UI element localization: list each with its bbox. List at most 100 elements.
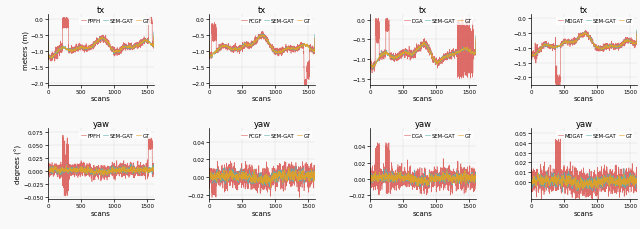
Legend: MDGAT, SEM-GAT, GT: MDGAT, SEM-GAT, GT — [556, 17, 634, 26]
Line: GT: GT — [531, 173, 637, 190]
SEM-GAT — [311, 34, 319, 36]
Line: GT: GT — [48, 166, 154, 176]
SEM-GAT — [63, 169, 71, 172]
MDGAT — [600, 173, 608, 176]
DGA — [414, 50, 422, 52]
Line: GT: GT — [370, 40, 476, 68]
SEM-GAT — [465, 178, 473, 181]
GT — [285, 167, 292, 169]
DGA — [420, 44, 428, 47]
Line: DGA: DGA — [370, 19, 476, 79]
SEM-GAT — [278, 177, 286, 180]
GT — [224, 173, 232, 176]
MDGAT — [527, 180, 535, 183]
FCGF — [253, 43, 260, 45]
GT — [207, 177, 215, 180]
SEM-GAT — [208, 57, 216, 60]
SEM-GAT — [304, 46, 312, 49]
SEM-GAT — [420, 177, 428, 180]
SEM-GAT — [117, 48, 125, 51]
FPFH — [63, 164, 71, 166]
GT — [600, 181, 608, 184]
SEM-GAT — [385, 54, 393, 57]
MDGAT — [546, 189, 554, 191]
GT — [99, 37, 106, 40]
DGA — [368, 175, 376, 177]
Line: SEM-GAT: SEM-GAT — [531, 169, 637, 192]
FPFH — [63, 18, 71, 21]
GT — [633, 177, 640, 180]
GT — [208, 56, 216, 59]
SEM-GAT — [472, 35, 479, 38]
SEM-GAT — [465, 49, 473, 52]
FPFH — [63, 17, 70, 19]
FCGF — [311, 37, 319, 40]
GT — [97, 174, 105, 177]
SEM-GAT — [366, 177, 374, 179]
Title: tx: tx — [580, 6, 588, 15]
Line: DGA: DGA — [370, 143, 476, 195]
GT — [311, 175, 319, 178]
FCGF — [278, 181, 286, 183]
SEM-GAT — [382, 168, 390, 170]
SEM-GAT — [600, 177, 608, 180]
MDGAT — [529, 178, 537, 181]
SEM-GAT — [626, 41, 634, 44]
SEM-GAT — [207, 175, 215, 178]
Legend: FCGF, SEM-GAT, GT: FCGF, SEM-GAT, GT — [240, 17, 312, 26]
DGA — [472, 184, 479, 187]
GT — [420, 180, 428, 183]
DGA — [456, 78, 463, 81]
GT — [150, 171, 157, 173]
Line: SEM-GAT: SEM-GAT — [209, 35, 315, 58]
SEM-GAT — [529, 55, 537, 57]
GT — [207, 56, 215, 58]
GT — [581, 34, 589, 37]
GT — [258, 34, 266, 37]
MDGAT — [575, 192, 582, 195]
SEM-GAT — [559, 191, 566, 194]
GT — [205, 174, 213, 177]
GT — [304, 177, 312, 179]
MDGAT — [633, 177, 640, 180]
MDGAT — [581, 190, 589, 192]
DGA — [385, 19, 393, 22]
GT — [224, 46, 232, 49]
GT — [414, 48, 422, 51]
FCGF — [311, 174, 319, 177]
X-axis label: scans: scans — [574, 96, 594, 102]
GT — [575, 36, 582, 39]
SEM-GAT — [63, 48, 71, 51]
GT — [368, 65, 376, 68]
GT — [527, 41, 535, 43]
FPFH — [117, 49, 125, 52]
GT — [46, 57, 54, 60]
GT — [546, 45, 554, 48]
GT — [385, 55, 393, 58]
FPFH — [99, 38, 106, 41]
GT — [92, 42, 100, 44]
GT — [44, 41, 52, 43]
GT — [92, 171, 100, 174]
SEM-GAT — [620, 168, 628, 170]
Title: tx: tx — [258, 6, 266, 15]
SEM-GAT — [267, 186, 275, 189]
DGA — [414, 174, 422, 176]
DGA — [368, 66, 376, 69]
SEM-GAT — [117, 167, 125, 170]
Line: SEM-GAT: SEM-GAT — [209, 167, 315, 188]
FPFH — [99, 171, 106, 174]
GT — [99, 171, 106, 173]
FCGF — [224, 46, 232, 49]
SEM-GAT — [224, 46, 232, 49]
SEM-GAT — [546, 186, 554, 188]
GT — [369, 67, 376, 70]
GT — [439, 172, 447, 175]
FCGF — [224, 177, 232, 180]
SEM-GAT — [420, 44, 428, 46]
Line: SEM-GAT: SEM-GAT — [531, 31, 637, 57]
Line: SEM-GAT: SEM-GAT — [48, 164, 154, 176]
GT — [461, 169, 469, 172]
Line: GT: GT — [531, 33, 637, 57]
GT — [529, 54, 537, 57]
